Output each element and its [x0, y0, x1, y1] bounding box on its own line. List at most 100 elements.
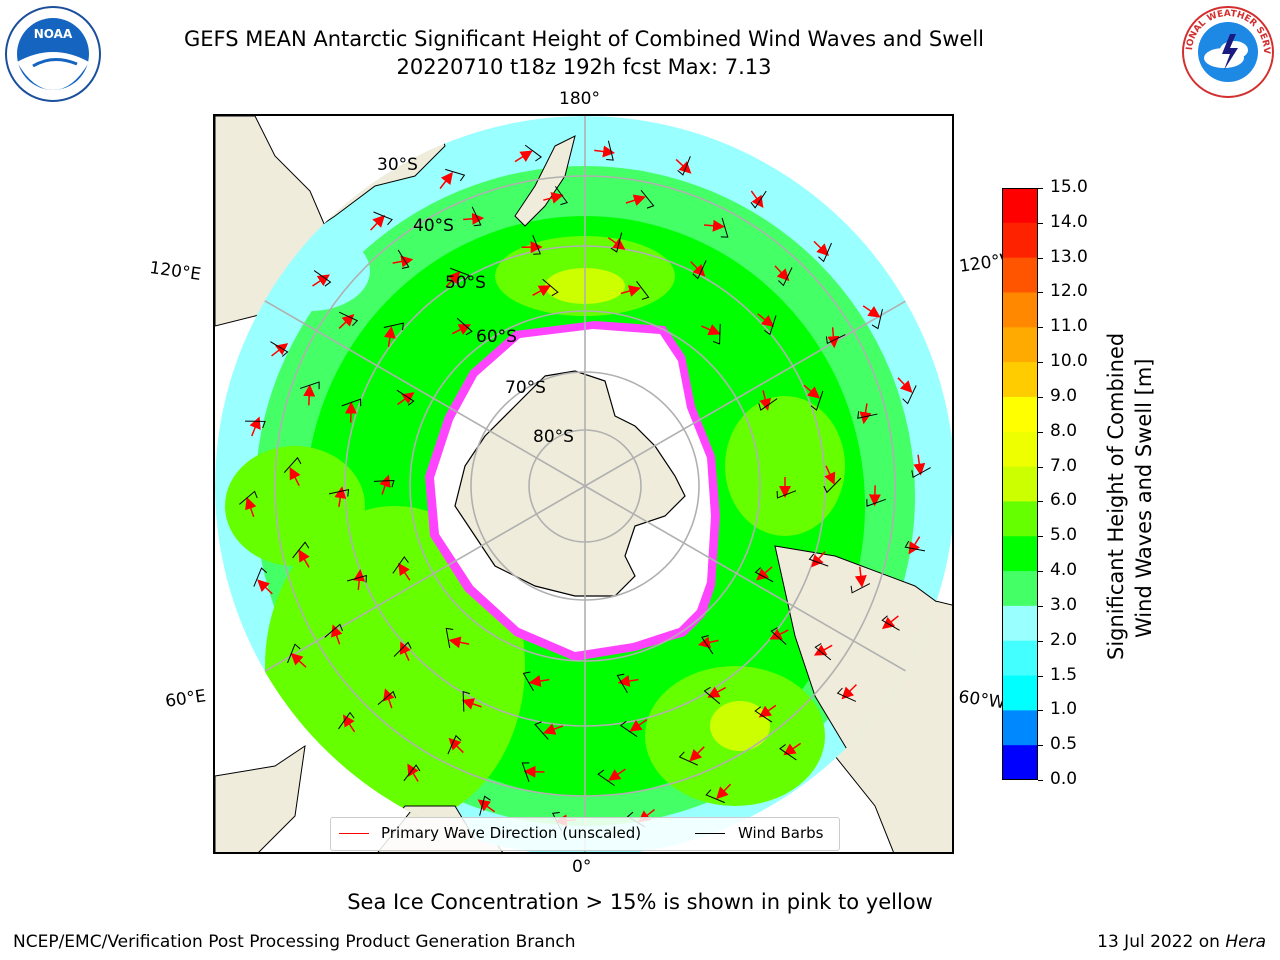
wave-arrow	[303, 384, 316, 406]
colorbar-bin	[1002, 327, 1038, 363]
colorbar-tick-mark	[1038, 675, 1043, 677]
colorbar-border	[1002, 188, 1038, 780]
wave-arrow	[451, 324, 472, 335]
wave-arrow	[675, 158, 692, 174]
wind-barb	[770, 627, 787, 645]
wave-arrow	[620, 285, 642, 297]
lat-label-60s: 60°S	[476, 327, 517, 347]
wind-barb	[810, 390, 824, 411]
wind-barb	[341, 398, 362, 407]
wave-arrow	[803, 384, 821, 399]
wave-arrow	[290, 652, 307, 668]
wave-arrow	[353, 569, 366, 591]
wind-barb	[750, 190, 767, 209]
sea-ice-caption: Sea Ice Concentration > 15% is shown in …	[347, 890, 933, 914]
wave-arrow	[783, 742, 802, 756]
colorbar-label-line1: Significant Height of Combined	[1104, 333, 1128, 660]
colorbar-tick-mark	[1038, 501, 1043, 503]
wind-barb	[392, 556, 409, 574]
colorbar-tick-label: 4.0	[1050, 560, 1078, 581]
wind-barb	[532, 235, 542, 255]
wave-arrow	[811, 551, 826, 568]
wave-arrow	[913, 454, 926, 476]
wave-arrow	[756, 566, 773, 581]
wave-arrow	[774, 265, 790, 282]
wind-barb	[776, 490, 797, 499]
colorbar-tick-mark	[1038, 362, 1043, 364]
wind-barb	[328, 489, 350, 497]
colorbar-bin	[1002, 431, 1038, 468]
wind-barb	[866, 498, 886, 507]
legend-label-barb: Wind Barbs	[738, 824, 824, 842]
graticule-lon	[215, 116, 952, 852]
wave-arrow	[289, 466, 301, 487]
wind-barb	[445, 168, 466, 182]
wind-barb	[808, 553, 829, 567]
wave-arrow	[750, 190, 764, 209]
wave-arrow	[448, 636, 470, 649]
map-legend: Primary Wave Direction (unscaled) Wind B…	[330, 817, 840, 851]
noaa-logo-text: NOAA	[34, 27, 73, 41]
colorbar-tick-label: 5.0	[1050, 525, 1078, 546]
colorbar-ticks: 15.0 14.0 13.0 12.0 11.0 10.0 9.0 8.0 7.0 6.0 5.0 4…	[1038, 177, 1098, 789]
colorbar-tick-mark	[1038, 327, 1043, 329]
wind-barb	[758, 398, 778, 411]
wave-arrow	[716, 783, 732, 800]
wind-barb	[857, 411, 878, 419]
lon-label-60w: 60°W	[957, 687, 1007, 714]
wind-barb	[597, 769, 615, 787]
wind-barb	[754, 706, 773, 723]
colorbar-bin	[1002, 710, 1038, 746]
colorbar-label-line2: Wind Waves and Swell [m]	[1132, 358, 1156, 638]
wave-arrow	[908, 536, 921, 555]
colorbar-bin	[1002, 605, 1038, 642]
wave-arrow	[859, 403, 872, 425]
wind-barb	[881, 615, 900, 631]
wind-barb	[338, 311, 359, 327]
lat-label-80s: 80°S	[533, 427, 574, 447]
colorbar-tick-mark	[1038, 536, 1043, 538]
wave-arrow	[758, 704, 777, 718]
wind-barb	[462, 690, 470, 712]
wave-arrow	[689, 746, 705, 762]
wind-barb	[823, 477, 842, 494]
wind-barb	[534, 721, 549, 740]
wave-arrow	[330, 624, 343, 645]
colorbar-tick-label: 15.0	[1050, 177, 1088, 197]
wind-barb	[764, 315, 777, 336]
wave-arrow	[617, 675, 639, 687]
colorbar-tick-label: 7.0	[1050, 455, 1078, 476]
colorbar-tick-mark	[1038, 431, 1043, 433]
colorbar-tick-label: 12.0	[1050, 281, 1088, 302]
wind-barb	[521, 762, 530, 782]
colorbar-tick-label: 9.0	[1050, 385, 1078, 406]
colorbar-bin	[1002, 257, 1038, 293]
colorbar-tick-mark	[1038, 640, 1043, 642]
colorbar-tick-label: 10.0	[1050, 351, 1088, 372]
wind-barb	[287, 643, 301, 664]
wind-barb	[619, 720, 638, 738]
lon-label-120e: 120°E	[148, 258, 203, 286]
wind-barb	[850, 583, 871, 594]
colorbar-bin	[1002, 362, 1038, 398]
wave-arrow	[397, 392, 415, 406]
lon-label-180: 180°	[559, 89, 600, 109]
wave-arrow	[703, 219, 725, 232]
wind-barb	[712, 323, 721, 345]
colorbar-tick-label: 1.0	[1050, 699, 1078, 720]
wave-arrow	[514, 150, 533, 163]
wind-barb	[701, 635, 714, 655]
colorbar-label: Significant Height of Combined Wind Wave…	[1104, 333, 1156, 660]
wave-arrow	[342, 714, 356, 733]
wave-direction-arrows	[245, 145, 926, 827]
wind-barb	[904, 540, 926, 552]
wave-arrow	[608, 768, 626, 781]
wave-arrow	[813, 240, 829, 257]
lon-label-60e: 60°E	[164, 686, 208, 712]
wind-barb	[606, 140, 614, 161]
wave-arrow	[383, 326, 396, 347]
wave-arrow	[461, 698, 482, 710]
colorbar-bin	[1002, 536, 1038, 572]
wave-arrow	[594, 145, 616, 158]
wave-arrow	[543, 192, 564, 204]
